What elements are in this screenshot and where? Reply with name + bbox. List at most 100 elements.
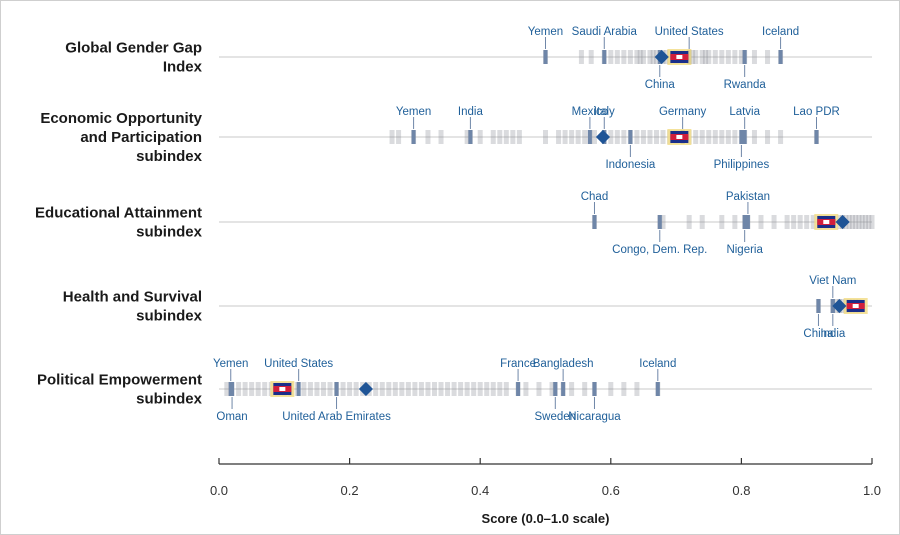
- country-label: Iceland: [762, 26, 799, 38]
- country-tick: [425, 130, 431, 144]
- country-label: Italy: [594, 106, 615, 118]
- labeled-country-tick: [742, 215, 747, 229]
- country-tick: [719, 130, 725, 144]
- country-tick: [591, 130, 597, 144]
- x-tick-label: 0.8: [732, 483, 750, 498]
- country-tick: [647, 50, 653, 64]
- country-tick: [307, 382, 313, 396]
- country-label: Germany: [659, 106, 707, 118]
- country-tick: [751, 130, 757, 144]
- country-tick: [758, 215, 764, 229]
- country-label: United States: [264, 358, 333, 370]
- country-tick: [347, 382, 353, 396]
- country-tick: [392, 382, 398, 396]
- country-tick: [477, 382, 483, 396]
- row-label-line: Health and Survival: [63, 289, 202, 306]
- country-tick: [699, 50, 705, 64]
- flag-emblem: [676, 55, 683, 59]
- labeled-country-tick: [543, 50, 548, 64]
- country-tick: [464, 130, 470, 144]
- labeled-country-tick: [742, 50, 747, 64]
- flag-emblem: [823, 220, 830, 224]
- flag-marker: [814, 214, 839, 230]
- country-tick: [340, 382, 346, 396]
- row-label-line: Global Gender Gap: [65, 40, 202, 57]
- flag-marker: [270, 381, 295, 397]
- country-tick: [418, 382, 424, 396]
- country-tick: [765, 130, 771, 144]
- flag-marker: [843, 298, 868, 314]
- row-label-line: subindex: [136, 224, 203, 241]
- country-tick: [497, 130, 503, 144]
- labeled-country-tick: [230, 382, 235, 396]
- country-tick: [797, 215, 803, 229]
- labeled-country-tick: [816, 299, 821, 313]
- country-tick: [373, 382, 379, 396]
- country-label: Pakistan: [726, 191, 770, 203]
- labeled-country-tick: [516, 382, 521, 396]
- country-tick: [689, 50, 695, 64]
- country-tick: [582, 130, 588, 144]
- country-tick: [438, 382, 444, 396]
- country-tick: [445, 382, 451, 396]
- country-tick: [660, 215, 666, 229]
- country-tick: [719, 50, 725, 64]
- country-tick: [712, 130, 718, 144]
- country-label: Bangladesh: [533, 358, 594, 370]
- country-tick: [327, 382, 333, 396]
- country-label: Chad: [581, 191, 609, 203]
- country-tick: [771, 215, 777, 229]
- country-label: Yemen: [528, 26, 563, 38]
- country-tick: [869, 215, 875, 229]
- row-4: Political Empowerment subindex Yemen United…: [37, 358, 872, 423]
- labeled-country-tick: [628, 130, 633, 144]
- country-tick: [242, 382, 248, 396]
- country-tick: [425, 382, 431, 396]
- row-label-line: subindex: [136, 391, 203, 408]
- country-tick: [556, 130, 562, 144]
- country-tick: [379, 382, 385, 396]
- country-tick: [399, 382, 405, 396]
- mean-diamond: [358, 381, 373, 397]
- country-label: China: [803, 328, 834, 340]
- country-tick: [536, 382, 542, 396]
- labeled-country-tick: [742, 130, 747, 144]
- country-tick: [569, 130, 575, 144]
- country-tick: [765, 50, 771, 64]
- country-tick: [301, 382, 307, 396]
- country-tick: [647, 130, 653, 144]
- country-label: Latvia: [729, 106, 760, 118]
- row-label-line: and Participation: [80, 129, 202, 146]
- row-label-line: subindex: [136, 148, 203, 165]
- country-label: Nigeria: [726, 244, 763, 256]
- country-tick: [856, 215, 862, 229]
- country-tick: [516, 130, 522, 144]
- country-tick: [510, 130, 516, 144]
- country-tick: [640, 130, 646, 144]
- country-tick: [614, 130, 620, 144]
- x-tick-label: 0.4: [471, 483, 489, 498]
- country-tick: [784, 215, 790, 229]
- country-tick: [778, 130, 784, 144]
- country-tick: [859, 215, 865, 229]
- country-tick: [849, 215, 855, 229]
- flag-emblem: [279, 387, 286, 391]
- country-tick: [699, 130, 705, 144]
- labeled-country-tick: [334, 382, 339, 396]
- country-tick: [702, 50, 708, 64]
- country-tick: [706, 50, 712, 64]
- country-tick: [634, 50, 640, 64]
- x-axis-title: Score (0.0–1.0 scale): [482, 511, 610, 526]
- country-tick: [660, 130, 666, 144]
- country-label: Philippines: [714, 159, 770, 171]
- row-label-line: Political Empowerment: [37, 372, 202, 389]
- country-label: Congo, Dem. Rep.: [612, 244, 707, 256]
- country-tick: [490, 130, 496, 144]
- country-label: Lao PDR: [793, 106, 840, 118]
- country-tick: [853, 215, 859, 229]
- country-label: France: [500, 358, 536, 370]
- country-tick: [866, 215, 872, 229]
- country-tick: [458, 382, 464, 396]
- country-tick: [412, 382, 418, 396]
